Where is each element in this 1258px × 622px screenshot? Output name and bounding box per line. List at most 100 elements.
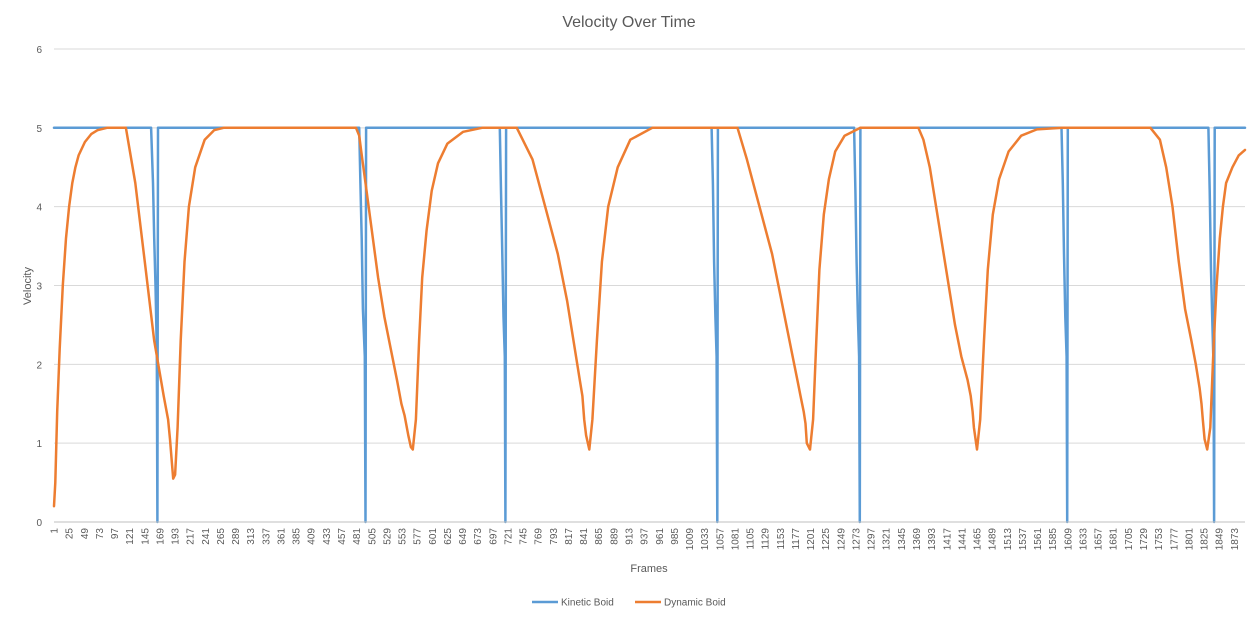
x-tick-label: 145 [140,528,151,545]
x-tick-label: 1849 [1215,528,1226,551]
x-tick-label: 1633 [1078,528,1089,551]
x-tick-label: 1441 [957,528,968,551]
x-tick-label: 961 [655,528,666,545]
x-tick-label: 1561 [1033,528,1044,551]
x-tick-label: 1777 [1169,528,1180,551]
x-tick-label: 193 [171,528,182,545]
x-tick-label: 721 [503,528,514,545]
x-tick-label: 1273 [851,528,862,551]
x-tick-label: 1513 [1003,528,1014,551]
y-tick-label: 6 [36,45,42,56]
x-tick-label: 793 [549,528,560,545]
x-tick-label: 889 [609,528,620,545]
x-tick-label: 25 [65,528,76,540]
x-tick-label: 1369 [912,528,923,551]
y-tick-label: 4 [36,203,42,214]
x-tick-label: 217 [186,528,197,545]
x-tick-label: 1465 [973,528,984,551]
x-tick-label: 553 [398,528,409,545]
x-tick-label: 481 [352,528,363,545]
x-tick-label: 1201 [806,528,817,551]
x-tick-label: 1105 [746,528,757,550]
x-tick-label: 289 [231,528,242,545]
series-line-dynamic-boid [52,126,1247,508]
x-axis-title: Frames [630,563,668,575]
x-tick-label: 49 [80,528,91,540]
x-tick-label: 529 [382,528,393,545]
x-tick-label: 505 [367,528,378,545]
x-tick-label: 1153 [776,528,787,550]
x-tick-label: 1177 [791,528,802,550]
chart-title: Velocity Over Time [562,14,695,31]
x-tick-label: 1297 [867,528,878,551]
x-tick-label: 1417 [942,528,953,551]
x-tick-label: 817 [564,528,575,545]
x-tick-label: 577 [413,528,424,545]
y-tick-label: 3 [36,282,42,293]
x-tick-label: 1345 [897,528,908,551]
x-tick-label: 241 [201,528,212,545]
series-lines [52,126,1247,524]
y-axis: 0 1 2 3 4 5 6 [36,45,42,529]
gridlines [54,48,1245,444]
y-tick-label: 1 [36,439,42,450]
x-tick-label: 1825 [1200,528,1211,551]
x-tick-label: 1057 [715,528,726,551]
x-tick-label: 73 [95,528,106,540]
x-tick-label: 1129 [761,528,772,550]
x-tick-label: 121 [125,528,136,545]
x-tick-label: 169 [155,528,166,545]
y-tick-label: 2 [36,360,42,371]
x-tick-label: 1681 [1109,528,1120,551]
x-tick-label: 433 [322,528,333,545]
y-tick-label: 0 [36,518,42,529]
x-tick-label: 841 [579,528,590,545]
x-tick-label: 625 [443,528,454,545]
x-tick-label: 97 [110,528,121,540]
x-tick-label: 649 [458,528,469,545]
x-tick-label: 673 [473,528,484,545]
x-tick-label: 1609 [1063,528,1074,551]
x-tick-label: 1225 [821,528,832,551]
legend-label: Kinetic Boid [561,598,614,609]
x-tick-label: 913 [625,528,636,545]
x-tick-label: 1753 [1154,528,1165,551]
x-tick-label: 1393 [927,528,938,551]
x-tick-label: 313 [246,528,257,545]
x-tick-label: 601 [428,528,439,545]
x-tick-label: 1537 [1018,528,1029,551]
x-tick-label: 865 [594,528,605,545]
x-tick-label: 1 [50,528,61,534]
x-tick-label: 361 [276,528,287,545]
x-tick-label: 1585 [1048,528,1059,551]
x-tick-label: 697 [488,528,499,545]
x-tick-label: 1009 [685,528,696,551]
x-tick-label: 1873 [1230,528,1241,551]
y-axis-title: Velocity [22,267,34,305]
x-tick-label: 337 [261,528,272,545]
x-tick-label: 1489 [988,528,999,551]
x-tick-label: 1249 [836,528,847,551]
y-tick-label: 5 [36,124,42,135]
x-tick-label: 985 [670,528,681,545]
x-tick-label: 409 [307,528,318,545]
x-tick-label: 1081 [730,528,741,551]
legend-label: Dynamic Boid [664,598,726,609]
x-tick-label: 457 [337,528,348,545]
x-tick-label: 769 [534,528,545,545]
x-tick-label: 1033 [700,528,711,551]
x-tick-label: 385 [292,528,303,545]
x-tick-label: 745 [519,528,530,545]
legend: Kinetic Boid Dynamic Boid [532,598,726,609]
x-tick-label: 1801 [1184,528,1195,551]
x-axis: 1 25 49 73 97 121 145 169 193 217 241 265 289 313 337 3… [50,521,1245,551]
x-tick-label: 1657 [1094,528,1105,551]
x-tick-label: 265 [216,528,227,545]
x-tick-label: 1321 [882,528,893,551]
x-tick-label: 937 [640,528,651,545]
x-tick-label: 1729 [1139,528,1150,551]
x-tick-label: 1705 [1124,528,1135,551]
